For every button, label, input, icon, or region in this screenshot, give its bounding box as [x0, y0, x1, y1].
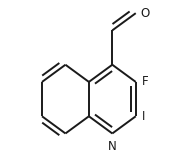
Text: N: N [108, 140, 117, 153]
Text: I: I [142, 110, 145, 123]
Text: O: O [140, 7, 150, 20]
Text: F: F [142, 75, 149, 88]
